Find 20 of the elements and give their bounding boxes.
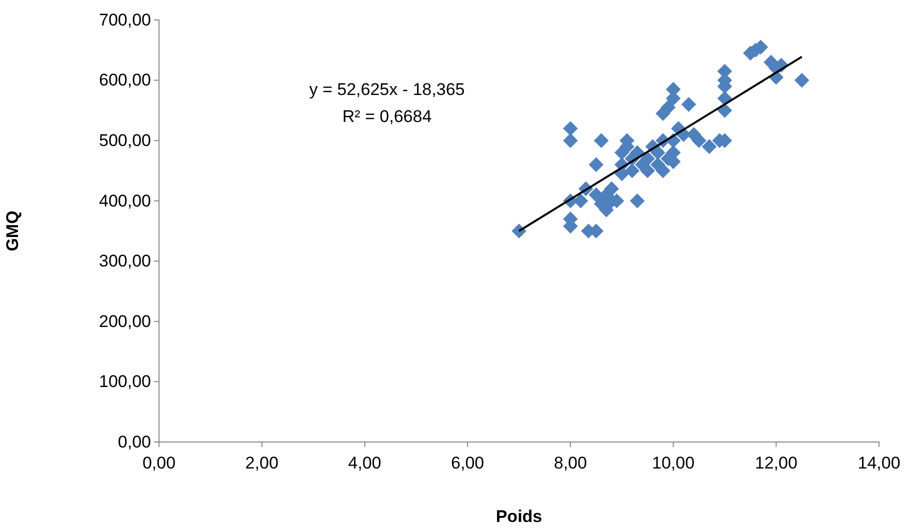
x-tick-label: 12,00 [754, 454, 798, 473]
annotation: R² = 0,6684 [342, 107, 432, 126]
x-tick-label: 10,00 [652, 454, 695, 473]
y-tick-label: 700,00 [99, 10, 151, 30]
x-tick-label: 14,00 [858, 454, 900, 473]
x-tick-label: 6,00 [451, 454, 484, 473]
y-tick-label: 200,00 [99, 312, 151, 331]
x-axis-title: Poids [496, 507, 542, 526]
x-tick-label: 4,00 [348, 454, 382, 473]
y-tick-label: 300,00 [99, 252, 151, 271]
y-axis-title: GMQ [3, 210, 22, 252]
y-tick-label: 100,00 [99, 372, 151, 392]
y-tick-label: 600,00 [99, 70, 151, 90]
y-tick-label: 400,00 [99, 191, 151, 210]
y-tick-label: 0,00 [118, 432, 151, 452]
y-tick-label: 500,00 [99, 131, 151, 150]
x-tick-label: 8,00 [554, 454, 587, 473]
x-tick-label: 0,00 [142, 454, 176, 473]
x-tick-label: 2,00 [245, 454, 278, 473]
annotation: y = 52,625x - 18,365 [309, 80, 465, 99]
